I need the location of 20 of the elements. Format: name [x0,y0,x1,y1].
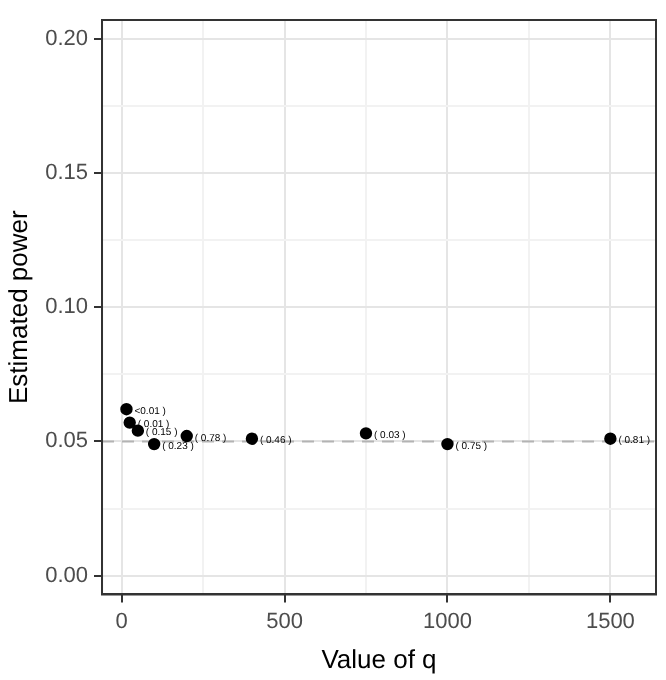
point [441,437,454,451]
y-tick-label: 0.15 [45,161,89,186]
point [123,416,136,429]
x-tick-label: 500 [266,609,303,634]
point [245,432,259,445]
y-tick-label: 0.20 [45,26,89,51]
y-tick-label: 0.00 [45,563,89,588]
point [604,432,617,445]
point [147,437,161,451]
y-tick-label: 0.05 [45,429,89,454]
point [180,429,193,443]
y-tick-label: 0.10 [45,295,89,320]
point [120,403,133,416]
y-axis-title: Estimated power [2,209,33,405]
x-tick-label: 1500 [585,609,635,634]
x-tick-label: 1000 [422,609,472,634]
x-tick-label: 0 [115,609,128,634]
point [359,427,373,440]
point [131,424,145,437]
x-axis-title: Value of q [321,643,437,674]
